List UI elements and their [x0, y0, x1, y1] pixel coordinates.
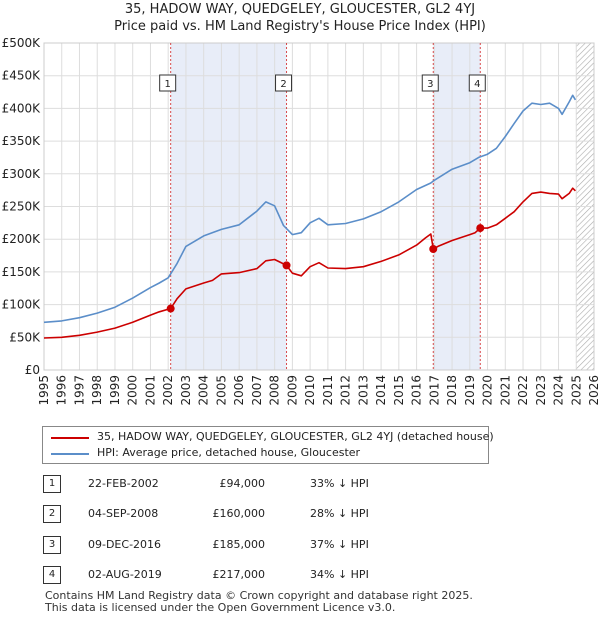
- table-row: 2 04-SEP-2008 £160,000 28% ↓ HPI: [0, 505, 600, 523]
- legend-label-price: 35, HADOW WAY, QUEDGELEY, GLOUCESTER, GL…: [97, 430, 494, 443]
- hpi-line: [43, 94, 577, 324]
- x-tick-label: 1997: [72, 375, 86, 406]
- x-tick-label: 2018: [445, 375, 459, 406]
- x-tick-label: 2001: [143, 375, 157, 406]
- x-tick-label: 2010: [303, 375, 317, 406]
- x-tick-label: 2023: [534, 375, 548, 406]
- x-tick-label: 1999: [108, 375, 122, 406]
- x-tick-label: 2008: [268, 375, 282, 406]
- transaction-price: £160,000: [212, 507, 266, 520]
- transaction-point: [166, 304, 175, 313]
- y-tick-label: £500K: [2, 36, 42, 50]
- transaction-point: [282, 261, 291, 270]
- transaction-price: £217,000: [212, 568, 266, 581]
- x-tick-label: 2015: [392, 375, 406, 406]
- x-tick-label: 2006: [232, 375, 246, 406]
- y-tick-label: £300K: [2, 167, 42, 181]
- footer-licence: This data is licensed under the Open Gov…: [45, 601, 396, 614]
- x-tick-label: 2013: [356, 375, 370, 406]
- x-tick-label: 2026: [587, 375, 600, 406]
- legend-swatch-hpi: [51, 453, 89, 455]
- table-row: 4 02-AUG-2019 £217,000 34% ↓ HPI: [0, 566, 600, 584]
- transaction-price: £185,000: [212, 538, 266, 551]
- y-tick-label: £450K: [2, 69, 42, 83]
- transaction-number: 2: [43, 505, 61, 523]
- y-tick-label: £100K: [2, 298, 42, 312]
- transaction-point: [429, 245, 438, 254]
- plot-frame: [43, 42, 595, 371]
- legend-label-hpi: HPI: Average price, detached house, Glou…: [97, 446, 361, 459]
- x-tick-label: 2024: [552, 375, 566, 406]
- x-tick-label: 2022: [516, 375, 530, 406]
- x-tick-label: 2007: [250, 375, 264, 406]
- table-row: 1 22-FEB-2002 £94,000 33% ↓ HPI: [0, 475, 600, 493]
- y-tick-label: £200K: [2, 232, 42, 246]
- footer-copyright: Contains HM Land Registry data © Crown c…: [45, 589, 473, 602]
- y-tick-label: £50K: [9, 330, 41, 344]
- legend: 35, HADOW WAY, QUEDGELEY, GLOUCESTER, GL…: [42, 426, 494, 464]
- x-tick-label: 1998: [90, 375, 104, 406]
- y-tick-label: £150K: [2, 265, 42, 279]
- transaction-number: 3: [43, 536, 61, 554]
- transaction-marker-label: 2: [280, 79, 286, 90]
- x-tick-label: 2011: [321, 375, 335, 406]
- x-tick-label: 2012: [339, 375, 353, 406]
- y-tick-label: £250K: [2, 200, 42, 214]
- x-tick-label: 1996: [55, 375, 69, 406]
- transaction-hpi-diff: 28% ↓ HPI: [310, 507, 369, 520]
- transaction-marker-label: 4: [474, 79, 480, 90]
- x-tick-label: 1995: [37, 375, 51, 406]
- x-tick-label: 2014: [374, 375, 388, 406]
- x-tick-label: 2019: [463, 375, 477, 406]
- chart-subtitle: Price paid vs. HM Land Registry's House …: [114, 19, 486, 34]
- x-tick-label: 2000: [126, 375, 140, 406]
- transaction-marker-box: [421, 74, 439, 92]
- x-tick-label: 2009: [285, 375, 299, 406]
- transaction-point: [476, 224, 485, 233]
- x-tick-label: 2017: [427, 375, 441, 406]
- transaction-marker-label: 3: [427, 79, 433, 90]
- transaction-hpi-diff: 34% ↓ HPI: [310, 568, 369, 581]
- chart-title: 35, HADOW WAY, QUEDGELEY, GLOUCESTER, GL…: [124, 2, 476, 17]
- price-chart: £0 £50K £100K £150K £200K £250K £300K £350K £400…: [2, 36, 600, 406]
- transaction-date: 09-DEC-2016: [88, 538, 162, 551]
- x-tick-label: 2021: [498, 375, 512, 406]
- x-tick-label: 2020: [481, 375, 495, 406]
- legend-swatch-price: [51, 437, 89, 439]
- transaction-date: 22-FEB-2002: [88, 477, 159, 490]
- x-tick-label: 2003: [179, 375, 193, 406]
- transaction-price: £94,000: [219, 477, 266, 490]
- table-row: 3 09-DEC-2016 £185,000 37% ↓ HPI: [0, 536, 600, 554]
- x-tick-label: 2004: [197, 375, 211, 406]
- y-tick-label: £0: [25, 363, 40, 377]
- x-tick-label: 2025: [569, 375, 583, 406]
- x-tick-label: 2005: [214, 375, 228, 406]
- transaction-number: 4: [43, 566, 61, 584]
- transaction-marker-box: [275, 74, 293, 92]
- transaction-date: 04-SEP-2008: [88, 507, 159, 520]
- x-tick-label: 2016: [410, 375, 424, 406]
- x-tick-label: 2002: [161, 375, 175, 406]
- y-tick-label: £400K: [2, 101, 42, 115]
- transaction-date: 02-AUG-2019: [88, 568, 162, 581]
- transaction-hpi-diff: 33% ↓ HPI: [310, 477, 369, 490]
- transaction-hpi-diff: 37% ↓ HPI: [310, 538, 369, 551]
- y-tick-label: £350K: [2, 134, 42, 148]
- footer: Contains HM Land Registry data © Crown c…: [45, 590, 473, 614]
- transaction-number: 1: [43, 475, 61, 493]
- transaction-marker-box: [468, 74, 486, 92]
- transaction-marker-box: [159, 74, 177, 92]
- transaction-marker-label: 1: [164, 79, 170, 90]
